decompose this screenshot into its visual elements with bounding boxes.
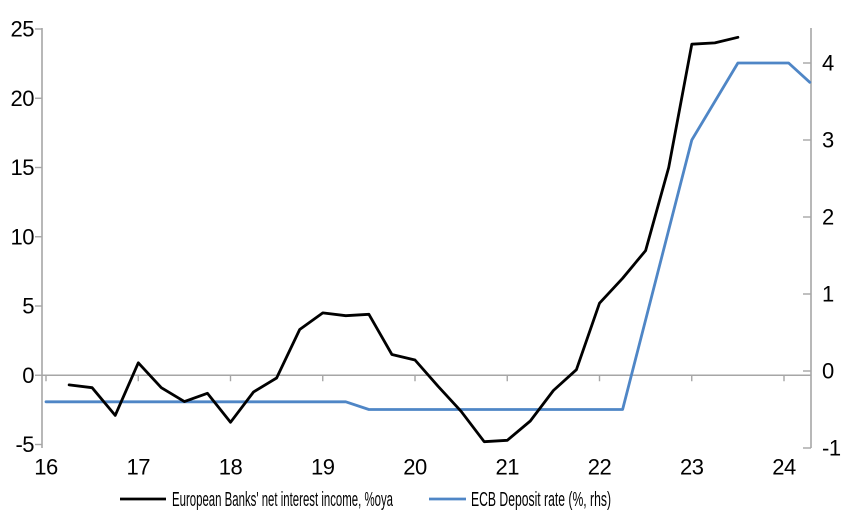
left-axis-label: -5 [15,432,34,457]
legend-label-nii: European Banks' net interest income, %oy… [172,489,393,511]
x-axis-label: 20 [403,455,427,480]
right-axis-label: 1 [822,282,834,307]
right-axis-label: -1 [822,436,841,461]
x-axis-label: 24 [772,455,796,480]
x-axis-label: 16 [34,455,58,480]
x-axis-label: 21 [496,455,520,480]
x-axis-label: 22 [588,455,612,480]
x-axis-label: 19 [311,455,335,480]
right-axis-label: 3 [822,128,834,153]
right-axis-label: 2 [822,205,834,230]
x-axis-label: 18 [219,455,243,480]
legend: European Banks' net interest income, %oy… [120,489,611,511]
x-axis-label: 23 [680,455,704,480]
left-axis-label: 20 [11,86,35,111]
series-layer [44,35,812,444]
series-line-nii [67,35,740,444]
left-axis-label: 0 [22,363,34,388]
left-axis-label: 15 [11,155,35,180]
left-axis-label: 10 [11,224,35,249]
zero-gridline-layer [42,374,811,382]
right-axis-label: 4 [822,51,834,76]
left-axis-label: 5 [22,294,34,319]
left-axis-label: 25 [11,17,35,42]
legend-label-ecb: ECB Deposit rate (%, rhs) [471,489,611,511]
series-line-ecb [44,61,812,411]
right-axis-label: 0 [822,359,834,384]
legend-item-nii: European Banks' net interest income, %oy… [120,489,393,511]
x-axis-label: 17 [127,455,151,480]
legend-item-ecb: ECB Deposit rate (%, rhs) [429,489,611,511]
